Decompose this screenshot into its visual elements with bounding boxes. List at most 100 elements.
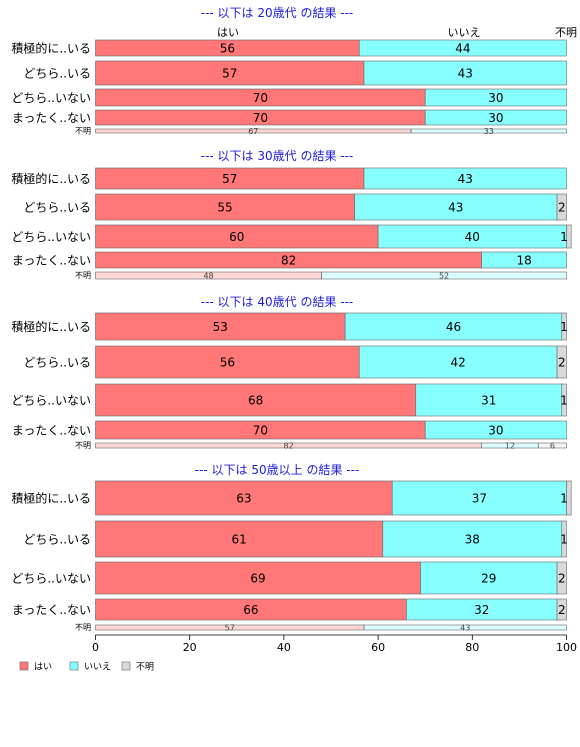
data-label-no: 43 xyxy=(460,624,470,633)
bar-segment-no xyxy=(363,60,567,86)
bar-segment-unknown xyxy=(566,224,572,249)
data-label-unknown: 1 xyxy=(560,492,568,506)
data-label-yes: 66 xyxy=(243,603,258,617)
data-label-no: 31 xyxy=(481,394,496,408)
x-tick-label: 80 xyxy=(465,641,479,654)
data-label-unknown: 2 xyxy=(558,603,566,617)
data-label-no: 42 xyxy=(451,356,466,370)
category-label: どちら..いる xyxy=(23,67,91,81)
panel-title: --- 以下は 20歳代 の結果 --- xyxy=(201,6,354,20)
data-label-yes: 70 xyxy=(253,424,268,438)
data-label-yes: 60 xyxy=(229,230,244,244)
data-label-no: 37 xyxy=(472,492,487,506)
data-label-yes: 57 xyxy=(225,624,235,633)
chart-panels: --- 以下は 20歳代 の結果 --- 積極的に..いる 56 44 どちら..いる 5… xyxy=(11,6,572,633)
category-label: どちら..いない xyxy=(11,394,91,408)
data-label-no: 52 xyxy=(439,272,449,281)
panel-1: --- 以下は 20歳代 の結果 --- 積極的に..いる 56 44 どちら..いる 5… xyxy=(11,6,567,136)
data-label-unknown: 1 xyxy=(560,394,568,408)
data-label-no: 30 xyxy=(488,424,503,438)
bar-segment-no xyxy=(358,345,558,379)
bar-segment-no xyxy=(424,109,567,126)
data-label-yes: 57 xyxy=(222,172,237,186)
data-label-no: 43 xyxy=(458,172,473,186)
category-label: どちら..いる xyxy=(23,356,91,370)
legend-label-unknown: 不明 xyxy=(136,662,154,673)
data-label-unknown: 1 xyxy=(560,320,568,334)
legend-label-yes: はい xyxy=(34,662,52,673)
bar-segment-unknown xyxy=(537,442,567,449)
data-label-yes: 67 xyxy=(248,127,258,136)
category-label: 積極的に..いる xyxy=(11,491,91,506)
bar-segment-unknown xyxy=(561,520,567,558)
data-label-unknown: 1 xyxy=(560,230,568,244)
data-label-yes: 68 xyxy=(248,394,263,408)
bar-segment-unknown xyxy=(561,383,567,417)
data-label-yes: 82 xyxy=(281,254,296,268)
data-label-no: 43 xyxy=(458,67,473,81)
bar-segment-unknown xyxy=(556,561,567,595)
data-label-no: 32 xyxy=(474,603,489,617)
legend-swatch-no xyxy=(69,661,79,671)
bar-segment-no xyxy=(321,271,567,280)
panel-4: --- 以下は 50歳以上 の結果 --- 積極的に..いる 63 37 1 どちら..い… xyxy=(11,463,572,633)
data-label-yes: 63 xyxy=(236,492,251,506)
data-label-unknown: 2 xyxy=(558,356,566,370)
bar-segment-no xyxy=(344,312,563,341)
data-label-no: 44 xyxy=(455,42,470,56)
data-label-yes: 56 xyxy=(220,42,235,56)
bar-segment-unknown xyxy=(566,480,572,516)
data-label-unknown: 2 xyxy=(558,201,566,215)
panel-2: --- 以下は 30歳代 の結果 --- 積極的に..いる 57 43 どちら..いる 5… xyxy=(11,149,572,281)
category-label: 積極的に..いる xyxy=(11,41,91,56)
data-label-no: 43 xyxy=(448,201,463,215)
data-label-no: 40 xyxy=(465,230,480,244)
bar-segment-no xyxy=(354,193,558,221)
x-tick-label: 40 xyxy=(277,641,291,654)
data-label-yes: 69 xyxy=(250,572,265,586)
bar-segment-yes xyxy=(95,480,393,516)
legend: はい いいえ 不明 xyxy=(19,661,154,673)
bar-segment-yes xyxy=(95,193,355,221)
bar-segment-no xyxy=(391,480,567,516)
panel-3: --- 以下は 40歳代 の結果 --- 積極的に..いる 53 46 1 どちら..いる… xyxy=(11,295,567,451)
bar-segment-unknown xyxy=(556,193,567,221)
data-label-no: 33 xyxy=(484,127,494,136)
bar-segment-no xyxy=(424,420,567,440)
bar-segment-no xyxy=(410,128,567,134)
bar-segment-unknown xyxy=(561,312,567,341)
x-tick-label: 60 xyxy=(371,641,385,654)
data-label-yes: 57 xyxy=(222,67,237,81)
x-tick-label: 20 xyxy=(183,641,197,654)
data-label-yes: 48 xyxy=(203,272,213,281)
data-label-no: 46 xyxy=(446,320,461,334)
data-label-yes: 61 xyxy=(232,533,247,547)
category-label: どちら..いない xyxy=(11,91,91,105)
data-label-no: 30 xyxy=(488,111,503,125)
bar-segment-no xyxy=(363,167,567,190)
data-label-yes: 82 xyxy=(284,442,294,451)
bar-segment-yes xyxy=(95,60,365,86)
category-label: 積極的に..いる xyxy=(11,319,91,334)
panel-title: --- 以下は 30歳代 の結果 --- xyxy=(201,149,354,163)
bar-segment-yes xyxy=(95,561,421,595)
bar-segment-no xyxy=(358,39,567,57)
category-label: まったく..ない xyxy=(12,254,91,268)
category-label: どちら..いない xyxy=(11,230,91,244)
bar-segment-no xyxy=(481,251,567,269)
data-label-no: 29 xyxy=(481,572,496,586)
data-label-unknown: 2 xyxy=(558,572,566,586)
category-label-unknown: 不明 xyxy=(75,271,91,280)
category-label: どちら..いる xyxy=(23,201,91,215)
data-label-yes: 70 xyxy=(253,111,268,125)
category-label: まったく..ない xyxy=(12,603,91,617)
legend-swatch-unknown xyxy=(121,661,131,671)
data-label-yes: 70 xyxy=(253,91,268,105)
legend-label-no: いいえ xyxy=(84,662,111,673)
bar-segment-unknown xyxy=(556,345,567,379)
x-tick-label: 100 xyxy=(556,641,577,654)
category-label: まったく..ない xyxy=(12,424,91,438)
data-label-no: 38 xyxy=(465,533,480,547)
category-label-unknown: 不明 xyxy=(75,623,91,632)
